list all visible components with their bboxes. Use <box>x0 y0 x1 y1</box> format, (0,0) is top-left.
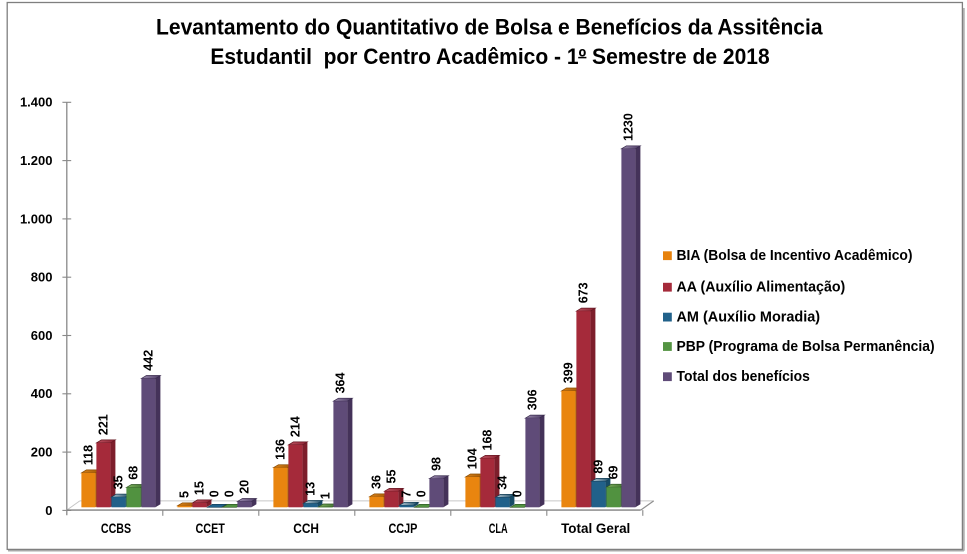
svg-text:15: 15 <box>192 481 206 495</box>
svg-text:Levantamento do Quantitativo d: Levantamento do Quantitativo de Bolsa e … <box>156 15 823 40</box>
svg-text:0: 0 <box>207 490 221 497</box>
svg-text:104: 104 <box>465 448 479 469</box>
svg-text:1: 1 <box>318 492 332 499</box>
svg-text:399: 399 <box>561 362 575 383</box>
svg-text:CCJP: CCJP <box>388 521 417 536</box>
svg-text:442: 442 <box>141 350 155 371</box>
svg-text:69: 69 <box>606 465 620 479</box>
svg-text:CCBS: CCBS <box>101 521 131 536</box>
svg-text:AA (Auxílio Alimentação): AA (Auxílio Alimentação) <box>677 279 846 296</box>
svg-text:BIA (Bolsa de Incentivo Acadêm: BIA (Bolsa de Incentivo Acadêmico) <box>677 247 913 264</box>
svg-text:600: 600 <box>31 328 53 343</box>
svg-text:CLA: CLA <box>489 521 508 536</box>
svg-text:168: 168 <box>480 430 494 451</box>
svg-text:20: 20 <box>237 480 251 494</box>
svg-text:Total Geral: Total Geral <box>561 521 630 536</box>
svg-text:PBP (Programa de Bolsa Permanê: PBP (Programa de Bolsa Permanência) <box>677 338 935 355</box>
svg-text:CCET: CCET <box>196 521 226 536</box>
svg-text:200: 200 <box>31 445 53 460</box>
svg-text:0: 0 <box>222 490 236 497</box>
svg-text:68: 68 <box>126 466 140 480</box>
svg-text:800: 800 <box>31 270 53 285</box>
svg-text:AM (Auxílio Moradia): AM (Auxílio Moradia) <box>677 308 821 325</box>
svg-text:673: 673 <box>576 282 590 303</box>
svg-text:13: 13 <box>303 482 317 496</box>
svg-text:0: 0 <box>414 490 428 497</box>
svg-text:34: 34 <box>495 476 509 490</box>
svg-text:5: 5 <box>177 491 191 498</box>
svg-text:89: 89 <box>591 460 605 474</box>
svg-text:0: 0 <box>45 503 52 518</box>
svg-text:1.000: 1.000 <box>20 211 53 226</box>
svg-text:214: 214 <box>288 416 302 437</box>
svg-text:55: 55 <box>384 470 398 484</box>
svg-text:Total dos benefícios: Total dos benefícios <box>677 368 810 385</box>
svg-text:136: 136 <box>273 439 287 460</box>
svg-text:98: 98 <box>429 457 443 471</box>
svg-text:Estudantil por Centro Acadêmi: Estudantil por Centro Acadêmico - 1º Sem… <box>210 44 769 69</box>
svg-text:35: 35 <box>111 475 125 489</box>
svg-text:7: 7 <box>399 491 413 498</box>
svg-text:306: 306 <box>525 389 539 410</box>
svg-text:1.400: 1.400 <box>20 95 53 110</box>
svg-text:118: 118 <box>81 445 95 465</box>
svg-text:CCH: CCH <box>293 521 319 536</box>
svg-text:1230: 1230 <box>621 113 635 141</box>
svg-text:400: 400 <box>31 386 53 401</box>
svg-text:364: 364 <box>333 372 347 393</box>
svg-text:0: 0 <box>510 490 524 497</box>
svg-text:36: 36 <box>369 475 383 489</box>
svg-text:1.200: 1.200 <box>20 153 53 168</box>
svg-text:221: 221 <box>96 414 110 435</box>
